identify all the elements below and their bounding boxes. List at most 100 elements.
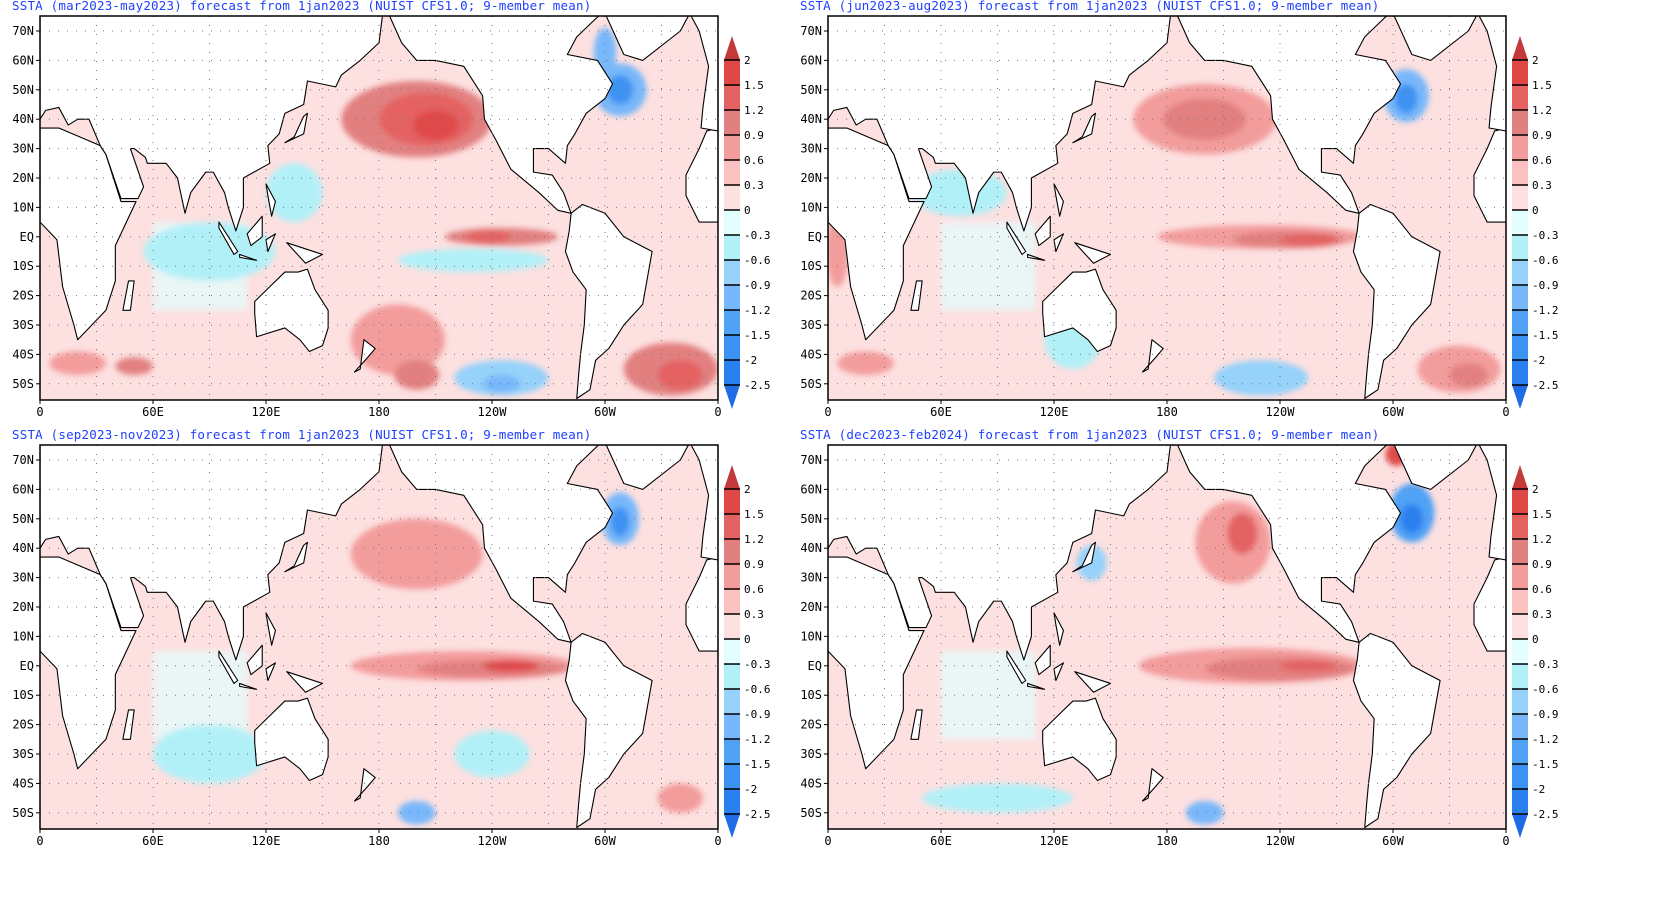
lat-tick-label: 40S	[12, 776, 34, 790]
land-outline	[246, 215, 263, 247]
colorbar-label: 0.6	[1532, 154, 1552, 167]
colorbar-label: -1.5	[1532, 758, 1559, 771]
land-outline	[1053, 233, 1064, 253]
colorbar-label: -0.6	[1532, 683, 1559, 696]
lat-tick-label: 30S	[800, 747, 822, 761]
land-outline	[1006, 221, 1027, 255]
panel-title: SSTA (dec2023-feb2024) forecast from 1ja…	[800, 427, 1380, 442]
colorbar-swatch	[724, 489, 740, 514]
land-outline	[605, 445, 689, 490]
land-outline	[353, 339, 376, 373]
colorbar-swatch	[724, 539, 740, 564]
colorbar-label: -2	[1532, 783, 1545, 796]
land-outline	[1027, 253, 1046, 261]
colorbar-swatch	[1512, 60, 1528, 85]
lat-tick-label: 20N	[800, 171, 822, 185]
colorbar-swatch	[724, 714, 740, 739]
lat-tick-label: 20N	[800, 600, 822, 614]
colorbar-swatch	[724, 639, 740, 664]
colorbar-label: -0.6	[1532, 254, 1559, 267]
lon-tick-label: 60W	[594, 405, 616, 419]
colorbar-label: 2	[1532, 54, 1539, 67]
land-outline	[1072, 112, 1096, 144]
anomaly-patch	[350, 304, 445, 375]
land-outline	[1352, 632, 1441, 829]
colorbar-arrow-bottom	[724, 385, 740, 409]
colorbar-swatch	[1512, 135, 1528, 160]
colorbar-swatch	[1512, 664, 1528, 689]
lat-tick-label: 40S	[800, 347, 822, 361]
lon-tick-label: 180	[368, 405, 390, 419]
colorbar-swatch	[1512, 539, 1528, 564]
anomaly-patch	[1214, 360, 1309, 396]
lat-tick-label: 70N	[12, 24, 34, 38]
colorbar-label: 1.5	[744, 508, 764, 521]
colorbar-label: -0.6	[744, 254, 771, 267]
panel-title: SSTA (mar2023-may2023) forecast from 1ja…	[12, 0, 592, 13]
lat-tick-label: 50N	[800, 83, 822, 97]
lat-tick-label: 60N	[800, 482, 822, 496]
land-outline	[284, 112, 308, 144]
anomaly-patch	[941, 651, 1036, 740]
lat-tick-label: 20N	[12, 600, 34, 614]
map-area	[828, 16, 1506, 400]
anomaly-patch	[153, 651, 248, 740]
colorbar-arrow-bottom	[724, 814, 740, 838]
colorbar-swatch	[724, 764, 740, 789]
colorbar-label: 0.9	[744, 558, 764, 571]
colorbar-label: 0.3	[1532, 608, 1552, 621]
colorbar-label: -1.5	[744, 758, 771, 771]
colorbar-label: -0.9	[1532, 279, 1559, 292]
panel-jun-aug: SSTA (jun2023-aug2023) forecast from 1ja…	[788, 0, 1576, 428]
colorbar-swatch	[724, 564, 740, 589]
colorbar-label: -2.5	[744, 379, 771, 392]
colorbar-swatch	[724, 589, 740, 614]
lat-tick-label: 60N	[12, 482, 34, 496]
colorbar-label: -0.9	[744, 279, 771, 292]
land-outline	[286, 671, 324, 693]
lat-tick-label: 50S	[800, 377, 822, 391]
anomaly-patch	[482, 374, 521, 393]
colorbar-label: -2.5	[1532, 379, 1559, 392]
colorbar-swatch	[1512, 489, 1528, 514]
anomaly-patch	[657, 360, 703, 390]
land-outline	[218, 221, 239, 255]
lat-tick-label: 40N	[800, 112, 822, 126]
lat-tick-label: 10N	[800, 200, 822, 214]
land-outline	[218, 650, 239, 684]
colorbar-label: 0.9	[1532, 558, 1552, 571]
lon-tick-label: 180	[1156, 834, 1178, 848]
lat-tick-label: 60N	[800, 53, 822, 67]
lon-tick-label: 0	[1502, 834, 1509, 848]
lat-tick-label: 50N	[800, 512, 822, 526]
land-outline	[1027, 682, 1046, 690]
lon-tick-label: 60W	[594, 834, 616, 848]
anomaly-patch	[465, 230, 511, 243]
anomaly-patch	[394, 360, 440, 390]
land-outline	[284, 541, 308, 573]
colorbar-label: 0.3	[1532, 179, 1552, 192]
colorbar-swatch	[1512, 614, 1528, 639]
anomaly-patch	[412, 110, 459, 140]
land-outline	[1141, 339, 1164, 373]
colorbar-swatch	[724, 160, 740, 185]
land-outline	[1053, 183, 1064, 217]
anomaly-patch	[454, 730, 530, 778]
lat-tick-label: 50N	[12, 83, 34, 97]
colorbar-swatch	[1512, 764, 1528, 789]
colorbar-label: 0.9	[744, 129, 764, 142]
lat-tick-label: 30N	[800, 571, 822, 585]
land-outline	[1393, 445, 1477, 490]
lat-tick-label: 20S	[800, 718, 822, 732]
lon-tick-label: 120W	[1266, 405, 1296, 419]
lat-tick-label: 30N	[12, 571, 34, 585]
colorbar-label: 1.5	[1532, 79, 1552, 92]
lon-tick-label: 120E	[1040, 405, 1069, 419]
land-outline	[1473, 556, 1506, 652]
colorbar-label: -1.2	[744, 733, 771, 746]
colorbar-swatch	[1512, 185, 1528, 210]
colorbar-label: -2	[744, 783, 757, 796]
lon-tick-label: 120W	[1266, 834, 1296, 848]
